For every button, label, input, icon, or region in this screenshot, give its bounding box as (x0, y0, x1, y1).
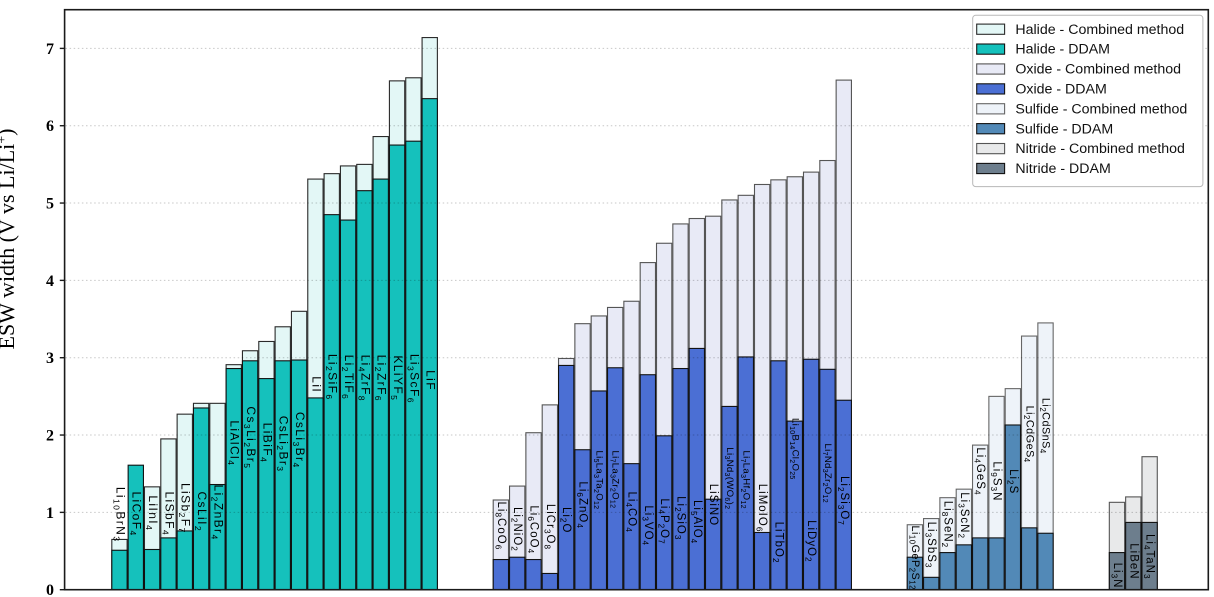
svg-text:LiSbF4: LiSbF4 (161, 491, 177, 536)
svg-text:LiBeN: LiBeN (1127, 543, 1139, 579)
svg-text:KLiYF5: KLiYF5 (389, 355, 405, 401)
svg-text:CsLiI2: CsLiI2 (193, 491, 209, 532)
svg-text:LiBiF4: LiBiF4 (259, 423, 275, 464)
svg-text:Li3N: Li3N (1109, 563, 1123, 589)
svg-text:3: 3 (46, 350, 54, 367)
svg-text:LiSiNO: LiSiNO (707, 484, 719, 526)
svg-text:Li7La3Hf2O12: Li7La3Hf2O12 (739, 451, 751, 509)
svg-text:Li4GeS4: Li4GeS4 (973, 447, 987, 495)
svg-text:Li2CdSnS4: Li2CdSnS4 (1038, 398, 1052, 454)
svg-text:LiMoIO6: LiMoIO6 (755, 484, 769, 533)
svg-text:Nitride - DDAM: Nitride - DDAM (1015, 161, 1110, 177)
svg-text:0: 0 (46, 582, 54, 597)
svg-text:Halide - Combined method: Halide - Combined method (1015, 22, 1184, 38)
svg-text:LiTbO2: LiTbO2 (771, 522, 785, 564)
svg-text:Li2TiF6: Li2TiF6 (340, 355, 356, 401)
svg-text:Sulfide - Combined method: Sulfide - Combined method (1015, 101, 1187, 117)
svg-text:Li2S: Li2S (1005, 469, 1019, 494)
svg-text:Li10BrN3: Li10BrN3 (112, 487, 128, 543)
svg-text:5: 5 (46, 196, 54, 213)
svg-text:Halide - DDAM: Halide - DDAM (1015, 42, 1110, 58)
svg-text:LiCr3O8: LiCr3O8 (542, 504, 556, 550)
svg-text:Oxide - Combined method: Oxide - Combined method (1015, 62, 1181, 78)
svg-text:ESW width (V vs Li/Li+): ESW width (V vs Li/Li+) (0, 129, 19, 350)
svg-text:Li9S3N: Li9S3N (989, 461, 1003, 501)
svg-text:Li3VO4: Li3VO4 (640, 505, 654, 546)
svg-text:1: 1 (46, 505, 54, 522)
svg-text:Li2SiF6: Li2SiF6 (324, 354, 340, 401)
svg-text:Li2SiO3: Li2SiO3 (673, 496, 687, 540)
svg-text:Li2Si3O7: Li2Si3O7 (836, 476, 850, 526)
svg-text:Li2ZrF6: Li2ZrF6 (373, 355, 389, 402)
svg-text:Cs3Li2Br5: Cs3Li2Br5 (242, 406, 258, 469)
svg-text:LiI: LiI (309, 376, 323, 393)
svg-text:Li7La3Zr2O12: Li7La3Zr2O12 (608, 451, 620, 509)
svg-text:Li7Nd3Zr2O12: Li7Nd3Zr2O12 (821, 444, 833, 503)
svg-text:Li6ZnO4: Li6ZnO4 (575, 481, 589, 528)
svg-text:Li5La3Ta2O12: Li5La3Ta2O12 (592, 451, 604, 510)
svg-text:LiSb2F7: LiSb2F7 (177, 483, 193, 534)
svg-text:LiF: LiF (424, 370, 438, 391)
svg-text:4: 4 (46, 273, 54, 290)
svg-text:Li2CdGeS4: Li2CdGeS4 (1022, 406, 1036, 463)
svg-text:Oxide - DDAM: Oxide - DDAM (1015, 82, 1106, 98)
svg-text:Sulfide - DDAM: Sulfide - DDAM (1015, 121, 1113, 137)
svg-text:Li2ZnBr4: Li2ZnBr4 (210, 485, 226, 541)
svg-text:Li4TaN3: Li4TaN3 (1142, 534, 1156, 580)
svg-text:Li5AlO4: Li5AlO4 (689, 500, 703, 544)
svg-text:Li3ScN2: Li3ScN2 (956, 492, 970, 539)
svg-text:Li2NiO2: Li2NiO2 (510, 507, 524, 552)
svg-text:Li2O: Li2O (559, 507, 573, 533)
svg-text:LiDyO2: LiDyO2 (804, 520, 818, 563)
svg-text:Li4P2O7: Li4P2O7 (657, 498, 671, 544)
svg-text:Li3SbS3: Li3SbS3 (924, 522, 938, 569)
svg-text:LiInI4: LiInI4 (144, 495, 160, 531)
svg-text:Li8SeN2: Li8SeN2 (940, 501, 954, 548)
svg-text:Li8CoO6: Li8CoO6 (493, 502, 507, 551)
svg-text:LiAlCl4: LiAlCl4 (226, 420, 242, 466)
svg-text:2: 2 (46, 428, 54, 445)
svg-text:Nitride - Combined method: Nitride - Combined method (1015, 141, 1185, 157)
svg-text:7: 7 (46, 41, 54, 58)
svg-text:Li3Nd3(WO6)2: Li3Nd3(WO6)2 (723, 447, 735, 509)
svg-text:Li4ZrF8: Li4ZrF8 (356, 355, 372, 402)
svg-text:Li10GeP2S12: Li10GeP2S12 (908, 526, 922, 590)
svg-text:6: 6 (46, 118, 54, 135)
svg-text:LiCoF4: LiCoF4 (128, 491, 144, 536)
svg-text:CsLi2Br3: CsLi2Br3 (275, 416, 291, 473)
svg-text:Li10B14Cl2O25: Li10B14Cl2O25 (788, 418, 800, 480)
svg-text:Li6CoO4: Li6CoO4 (526, 505, 540, 554)
svg-text:CsLi3Br4: CsLi3Br4 (291, 412, 307, 469)
svg-text:Li3ScF6: Li3ScF6 (405, 354, 421, 404)
svg-text:Li4CO4: Li4CO4 (624, 491, 638, 532)
